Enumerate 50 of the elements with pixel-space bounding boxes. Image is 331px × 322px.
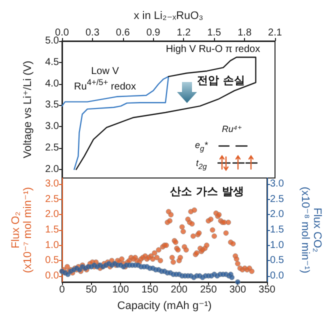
- y-tick-label: 2.0: [45, 164, 60, 175]
- x-tick-label: 2.1: [268, 28, 282, 38]
- y-tick-label: 1.0: [45, 240, 60, 251]
- x-tick-label: 100: [112, 284, 130, 296]
- y-tick-label: 3.0: [45, 121, 60, 132]
- x-tick-label: 0.6: [116, 28, 130, 38]
- annotation: Ru⁴⁺: [222, 124, 242, 134]
- annotation: e$_{g}$*: [195, 140, 208, 154]
- y2-tick-label: 1.0: [270, 240, 284, 251]
- annotation: Low V Ru$^{4+/5+}$ redox: [74, 66, 136, 92]
- y-axis-title: Flux O₂ (x10⁻⁷ mol min⁻¹): [10, 187, 34, 273]
- y-tick-label: 3.5: [45, 100, 60, 111]
- annotation: 산소 가스 발생: [170, 185, 244, 199]
- y-tick-label: 2.0: [45, 209, 60, 220]
- y-tick-label: 2.5: [45, 142, 60, 154]
- y2-tick-label: 2.0: [270, 209, 284, 220]
- y-tick-label: 0.5: [45, 255, 60, 266]
- y-tick-label: 3.0: [45, 178, 60, 190]
- y-tick-label: 2.5: [45, 194, 60, 205]
- x-tick-label: 150: [142, 284, 159, 296]
- y-axis-title: Voltage vs Li⁺/Li (V): [22, 60, 34, 158]
- x-tick-label: 300: [229, 284, 246, 296]
- y2-tick-label: 1.5: [270, 224, 284, 236]
- y-tick-label: 5.0: [45, 36, 60, 46]
- x-tick-label: 0: [59, 284, 66, 296]
- y-tick-label: 0.0: [45, 270, 60, 282]
- line-series: [61, 76, 170, 170]
- annotation: t$_{2g}$: [196, 158, 207, 172]
- y2-tick-label: 3.0: [270, 178, 284, 190]
- x-tick-label: 200: [170, 284, 188, 296]
- y2-tick-label: 2.5: [270, 194, 284, 205]
- line-series: [76, 56, 256, 170]
- x-tick-label: 1.2: [176, 28, 192, 38]
- y-tick-label: 4.5: [45, 56, 60, 68]
- x-axis-title: Capacity (mAh g⁻¹): [117, 300, 212, 312]
- annotation: 전압 손실: [197, 74, 245, 88]
- x-tick-label: 250: [200, 284, 218, 296]
- annotation: High V Ru-O π redox: [166, 44, 260, 56]
- x-tick-label: 1.8: [238, 28, 252, 38]
- x-tick-label: 0.9: [146, 28, 161, 38]
- y-tick-label: 1.5: [45, 224, 60, 236]
- y2-axis-title: Flux CO₂ (x10⁻⁸ mol min⁻¹): [299, 186, 323, 274]
- x-tick-label: 1.5: [207, 28, 222, 38]
- x-axis-title: x in Li₂₋ₓRuO₃: [134, 10, 204, 22]
- x-tick-label: 0.3: [85, 28, 100, 38]
- x-tick-label: 50: [86, 284, 98, 296]
- y-tick-label: 4.0: [45, 78, 60, 90]
- y2-tick-label: 0.0: [270, 270, 284, 282]
- x-tick-label: 350: [258, 284, 276, 296]
- y2-tick-label: 0.5: [270, 255, 284, 266]
